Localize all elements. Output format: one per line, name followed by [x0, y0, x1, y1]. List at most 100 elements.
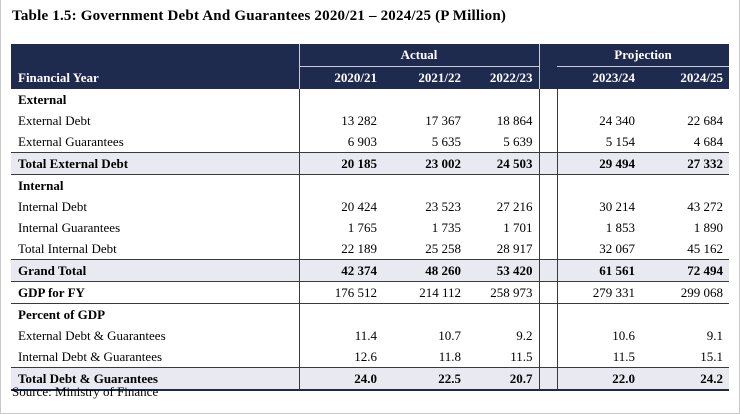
cell-value: 27 216 — [496, 198, 533, 214]
cell-value: 299 068 — [641, 281, 730, 304]
header-financial-year: Financial Year — [18, 69, 99, 85]
cell-value — [467, 304, 539, 326]
cell-value: 24 503 — [467, 152, 540, 175]
header-year-2024-25: 2024/25 — [680, 70, 724, 85]
table-row: External — [11, 89, 729, 110]
spacer-cell — [538, 367, 558, 391]
table-row-gdp: GDP for FY 176 512 214 112 258 973 279 3… — [11, 281, 730, 304]
spacer-cell — [538, 303, 558, 325]
cell-value: 23 002 — [383, 152, 467, 175]
cell-value: 11.8 — [438, 348, 461, 364]
cell-value: 11.5 — [510, 348, 533, 364]
cell-value: 48 260 — [383, 259, 467, 282]
table-row-grand-total: Grand Total 42 374 48 260 53 420 61 561 … — [11, 259, 730, 282]
cell-value: 258 973 — [467, 281, 540, 304]
cell-value — [383, 304, 467, 326]
table-title: Table 1.5: Government Debt And Guarantee… — [12, 8, 507, 24]
header-spacer — [538, 44, 558, 67]
source-note: Source: Ministry of Finance — [12, 384, 159, 399]
cell-value: 1 765 — [298, 217, 383, 238]
cell-value: 214 112 — [383, 281, 467, 304]
row-label: Internal Debt — [18, 198, 87, 214]
cell-value: 24.2 — [641, 367, 730, 391]
cell-value: 43 272 — [687, 198, 724, 214]
cell-value: 20.7 — [467, 367, 540, 391]
cell-value: 53 420 — [467, 259, 540, 282]
spacer-cell — [538, 217, 558, 238]
table-row: Internal Guarantees 1 765 1 735 1 701 1 … — [11, 217, 729, 238]
header-year-2020-21: 2020/21 — [298, 66, 383, 89]
cell-value — [298, 303, 383, 325]
cell-value: 279 331 — [557, 281, 642, 304]
header-actual: Actual — [298, 44, 540, 67]
cell-value: 6 903 — [298, 131, 383, 153]
row-label: External Debt — [18, 112, 91, 128]
cell-value: 12.6 — [298, 346, 383, 368]
header-projection: Projection — [557, 44, 730, 67]
header-year-2022-23: 2022/23 — [489, 70, 533, 85]
row-label: Internal Debt & Guarantees — [18, 348, 163, 364]
cell-value: 13 282 — [298, 110, 383, 131]
cell-value — [641, 89, 729, 110]
cell-value — [641, 304, 729, 326]
spacer-cell — [538, 196, 558, 217]
cell-value: 1 890 — [693, 219, 724, 235]
spacer-cell — [538, 259, 558, 282]
table-row: External Guarantees 6 903 5 635 5 639 5 … — [11, 131, 729, 153]
cell-value: 9.1 — [706, 327, 724, 343]
row-label: Percent of GDP — [18, 306, 106, 322]
cell-value: 22 189 — [298, 238, 383, 260]
table-row: Total Internal Debt 22 189 25 258 28 917… — [11, 238, 729, 260]
cell-value: 15.1 — [700, 348, 724, 364]
cell-value: 18 864 — [496, 112, 533, 128]
cell-value — [467, 89, 539, 110]
row-label: Total External Debt — [11, 152, 299, 175]
cell-value: 22.5 — [383, 367, 467, 391]
row-label: Grand Total — [11, 259, 299, 282]
table-row: Internal Debt & Guarantees 12.6 11.8 11.… — [11, 346, 729, 368]
cell-value: 11.4 — [298, 325, 383, 346]
table-header: Actual Projection Financial Year 2020/21… — [11, 44, 730, 89]
cell-value: 9.2 — [516, 327, 533, 343]
table-row: Internal Debt 20 424 23 523 27 216 30 21… — [11, 196, 729, 217]
cell-value: 5 635 — [431, 133, 461, 149]
cell-value: 4 684 — [693, 133, 724, 149]
header-year-2023-24: 2023/24 — [592, 70, 636, 85]
row-label: Total Debt & Guarantees — [11, 367, 299, 391]
row-label: GDP for FY — [11, 281, 299, 304]
header-year-row: Financial Year 2020/21 2021/22 2022/23 2… — [11, 66, 730, 89]
spacer-cell — [538, 110, 558, 131]
row-label: Total Internal Debt — [18, 240, 117, 256]
cell-value: 45 162 — [687, 240, 724, 256]
table-row-total-debt-guarantees: Total Debt & Guarantees 24.0 22.5 20.7 2… — [11, 367, 730, 391]
cell-value: 29 494 — [557, 152, 642, 175]
cell-value — [298, 89, 383, 110]
spacer-cell — [538, 174, 558, 196]
cell-value: 5 154 — [605, 133, 636, 149]
header-spacer — [538, 66, 558, 89]
cell-value: 42 374 — [298, 259, 383, 282]
cell-value: 27 332 — [641, 152, 730, 175]
row-label: External — [18, 91, 67, 107]
header-blank-cell — [11, 44, 299, 67]
row-label: Internal — [18, 177, 64, 193]
cell-value: 32 067 — [599, 240, 636, 256]
table-row: Percent of GDP — [11, 303, 729, 326]
spacer-cell — [538, 131, 558, 153]
cell-value: 17 367 — [425, 112, 461, 128]
row-label: Internal Guarantees — [18, 219, 121, 235]
cell-value — [383, 89, 467, 110]
cell-value: 176 512 — [298, 281, 383, 304]
table-row: Internal — [11, 174, 729, 196]
cell-value: 72 494 — [641, 259, 730, 282]
cell-value: 1 735 — [431, 219, 461, 235]
table-row-total: Total External Debt 20 185 23 002 24 503… — [11, 152, 730, 175]
cell-value: 23 523 — [425, 198, 461, 214]
cell-value — [557, 89, 641, 110]
spacer-cell — [538, 325, 558, 346]
cell-value: 10.6 — [612, 327, 636, 343]
cell-value: 28 917 — [496, 240, 533, 256]
table-body: External External Debt 13 282 17 367 18 … — [11, 89, 730, 391]
spacer-cell — [538, 346, 558, 368]
table-row: External Debt 13 282 17 367 18 864 24 34… — [11, 110, 729, 131]
